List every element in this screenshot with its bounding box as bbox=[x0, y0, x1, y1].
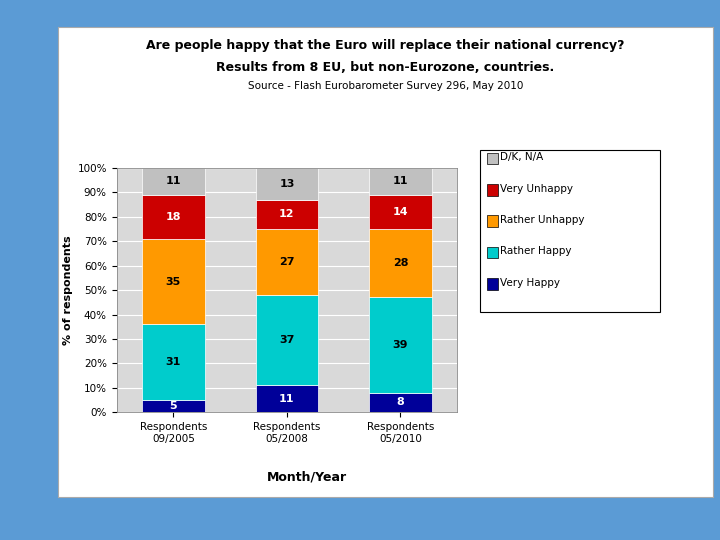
Text: 28: 28 bbox=[392, 258, 408, 268]
Bar bbox=[256, 200, 318, 229]
Text: 39: 39 bbox=[392, 340, 408, 350]
Bar bbox=[142, 400, 204, 412]
Bar bbox=[256, 386, 318, 412]
Text: Rather Happy: Rather Happy bbox=[500, 246, 572, 256]
Bar bbox=[256, 168, 318, 200]
Bar bbox=[142, 195, 204, 239]
Text: 31: 31 bbox=[166, 357, 181, 367]
Bar bbox=[256, 229, 318, 295]
Text: 8: 8 bbox=[397, 397, 405, 408]
Text: 18: 18 bbox=[166, 212, 181, 222]
Text: 27: 27 bbox=[279, 257, 294, 267]
Text: 35: 35 bbox=[166, 276, 181, 287]
Text: 37: 37 bbox=[279, 335, 294, 345]
Bar bbox=[142, 239, 204, 325]
Text: Very Happy: Very Happy bbox=[500, 278, 560, 288]
Text: Source - Flash Eurobarometer Survey 296, May 2010: Source - Flash Eurobarometer Survey 296,… bbox=[248, 81, 523, 91]
Bar bbox=[369, 298, 432, 393]
Y-axis label: % of respondents: % of respondents bbox=[63, 235, 73, 345]
Text: Results from 8 EU, but non-Eurozone, countries.: Results from 8 EU, but non-Eurozone, cou… bbox=[216, 61, 554, 74]
Text: 5: 5 bbox=[169, 401, 177, 411]
Text: 11: 11 bbox=[279, 394, 294, 404]
Bar bbox=[369, 229, 432, 298]
Text: 11: 11 bbox=[166, 177, 181, 186]
Bar bbox=[369, 195, 432, 229]
Text: 11: 11 bbox=[392, 177, 408, 186]
Bar bbox=[369, 168, 432, 195]
Text: Rather Unhappy: Rather Unhappy bbox=[500, 215, 585, 225]
Bar bbox=[142, 325, 204, 400]
Text: 13: 13 bbox=[279, 179, 294, 189]
Bar bbox=[256, 295, 318, 386]
Bar bbox=[369, 393, 432, 412]
Text: Very Unhappy: Very Unhappy bbox=[500, 184, 573, 194]
Text: D/K, N/A: D/K, N/A bbox=[500, 152, 544, 163]
Bar bbox=[142, 168, 204, 195]
Text: 14: 14 bbox=[392, 207, 408, 217]
Text: 12: 12 bbox=[279, 210, 294, 219]
Text: Are people happy that the Euro will replace their national currency?: Are people happy that the Euro will repl… bbox=[146, 39, 624, 52]
Text: Month/Year: Month/Year bbox=[266, 470, 346, 483]
